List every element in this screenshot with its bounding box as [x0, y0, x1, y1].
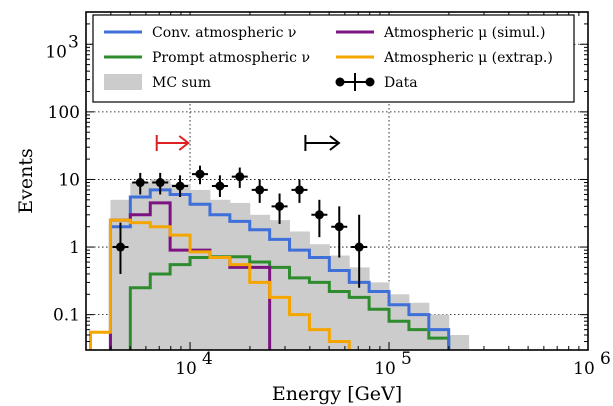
legend-box — [92, 14, 575, 103]
data-marker — [115, 242, 125, 252]
data-marker — [275, 201, 285, 211]
y-tick-label-exponent: 3 — [68, 32, 79, 52]
x-tick-label: 10 — [374, 359, 396, 379]
mc-sum-bin — [269, 220, 291, 350]
data-marker — [294, 185, 304, 195]
x-tick-label-exponent: 5 — [401, 349, 412, 369]
data-marker — [215, 181, 225, 191]
data-point — [251, 179, 268, 203]
conv-atmospheric-line — [108, 188, 451, 350]
x-tick-label-exponent: 4 — [202, 349, 213, 369]
mc-sum-bin — [369, 282, 390, 350]
legend-item-mc-sum: MC sum — [104, 74, 211, 91]
data-points — [112, 165, 368, 288]
mc-sum-bin — [209, 199, 231, 350]
x-axis-label: Energy [GeV] — [272, 383, 402, 405]
threshold-arrow — [304, 135, 341, 151]
series-lines — [88, 188, 451, 350]
data-marker — [155, 178, 165, 188]
mc-sum-bin — [170, 184, 191, 350]
legend-label: Data — [384, 75, 418, 91]
y-tick-label: 1 — [69, 238, 80, 258]
atmospheric-simul-line — [108, 201, 272, 350]
legend-label: Prompt atmospheric ν — [152, 50, 310, 66]
legend-marker — [335, 77, 345, 87]
legend-marker — [365, 77, 375, 87]
legend-label: Conv. atmospheric ν — [152, 25, 296, 41]
mc-sum-fill — [110, 179, 470, 350]
data-point — [291, 179, 308, 203]
data-marker — [195, 169, 205, 179]
legend-item-atmospheric-simul: Atmospheric μ (simul.) — [336, 25, 545, 41]
mc-sum-bin — [329, 255, 350, 350]
prompt-atmospheric-line — [128, 255, 451, 350]
x-tick-label-exponent: 6 — [600, 349, 611, 369]
data-point — [331, 206, 348, 258]
mc-sum-bin — [428, 314, 450, 350]
data-point — [311, 199, 328, 238]
legend-item-atmospheric-extrap: Atmospheric μ (extrap.) — [336, 50, 553, 66]
data-marker — [334, 222, 344, 232]
legend-label: Atmospheric μ (simul.) — [383, 25, 545, 41]
mc-sum-bin — [130, 182, 151, 350]
y-tick-label: 10 — [58, 170, 80, 190]
data-marker — [354, 242, 364, 252]
plot-frame — [85, 11, 589, 351]
mc-sum-bin — [110, 199, 131, 350]
mc-sum-bin — [150, 179, 171, 350]
data-point — [271, 193, 288, 224]
x-tick-label: 10 — [573, 359, 595, 379]
data-point — [112, 222, 129, 274]
legend-item-data: Data — [335, 73, 418, 91]
y-tick-label: 100 — [48, 103, 80, 123]
data-marker — [255, 185, 265, 195]
y-axis-label: Events — [15, 148, 37, 213]
data-marker — [235, 172, 245, 182]
data-point — [152, 172, 169, 195]
y-tick-label: 10 — [45, 42, 67, 62]
x-tick-label: 10 — [175, 359, 197, 379]
data-point — [191, 165, 208, 185]
atmospheric-extrap-line — [88, 218, 351, 350]
mc-sum-bin — [349, 267, 370, 350]
data-marker — [314, 210, 324, 220]
legend-item-conv-atmospheric: Conv. atmospheric ν — [104, 25, 296, 41]
data-point — [211, 175, 228, 198]
mc-sum-bin — [229, 202, 251, 350]
data-marker — [175, 181, 185, 191]
mc-sum-bin — [448, 335, 470, 350]
data-point — [351, 214, 368, 288]
legend-item-prompt-atmospheric: Prompt atmospheric ν — [104, 50, 310, 66]
legend-label: MC sum — [152, 75, 211, 91]
data-point — [231, 167, 248, 188]
mc-sum-bin — [190, 189, 211, 350]
mc-sum-bin — [309, 244, 330, 350]
y-tick-label: 0.1 — [53, 306, 80, 326]
data-point — [172, 175, 189, 198]
data-point — [132, 172, 149, 195]
annotations — [155, 135, 341, 151]
mc-sum-bin — [289, 231, 310, 350]
legend: Conv. atmospheric ν Prompt atmospheric ν M… — [92, 14, 575, 103]
legend-swatch — [104, 74, 142, 90]
data-marker — [135, 178, 145, 188]
arrow-head — [329, 135, 341, 151]
arrow-head — [178, 135, 190, 151]
threshold-arrow — [155, 135, 190, 151]
mc-sum-bin — [408, 302, 430, 350]
legend-label: Atmospheric μ (extrap.) — [383, 50, 553, 66]
